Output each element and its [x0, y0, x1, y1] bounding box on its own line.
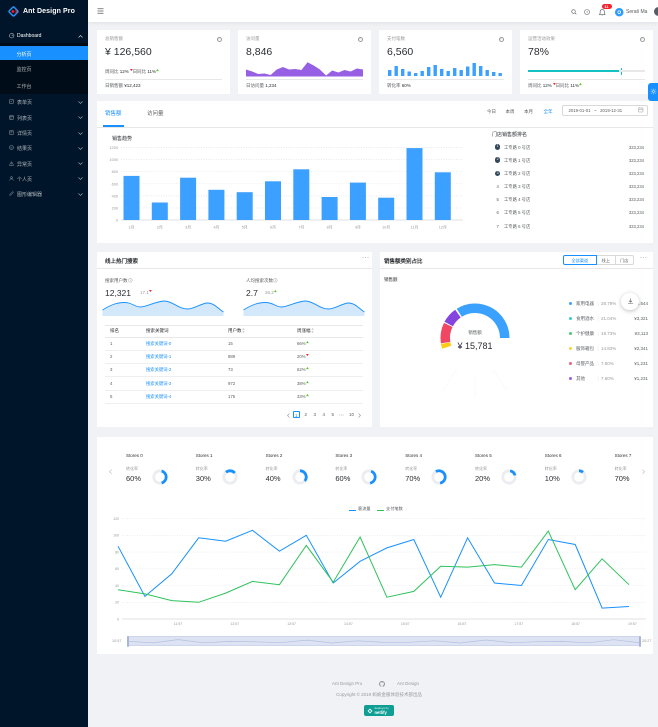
svg-text:4月: 4月	[213, 225, 219, 230]
svg-text:7月: 7月	[298, 225, 304, 230]
svg-text:12月: 12月	[439, 225, 447, 230]
svg-text:1000: 1000	[110, 158, 118, 162]
svg-text:5月: 5月	[242, 225, 248, 230]
svg-text:11月: 11月	[411, 225, 419, 230]
svg-text:1200: 1200	[110, 146, 118, 150]
svg-text:8月: 8月	[327, 225, 333, 230]
svg-text:0: 0	[116, 219, 118, 223]
svg-text:14:57: 14:57	[344, 622, 353, 626]
svg-text:12:57: 12:57	[230, 622, 239, 626]
svg-text:3月: 3月	[185, 225, 191, 230]
svg-text:13:57: 13:57	[287, 622, 296, 626]
svg-text:16:57: 16:57	[458, 622, 467, 626]
svg-text:400: 400	[112, 194, 118, 198]
svg-text:100: 100	[113, 534, 119, 538]
svg-text:6月: 6月	[270, 225, 276, 230]
svg-text:600: 600	[112, 182, 118, 186]
svg-text:17:57: 17:57	[514, 622, 523, 626]
svg-text:120: 120	[113, 517, 119, 521]
svg-text:800: 800	[112, 170, 118, 174]
svg-text:10月: 10月	[382, 225, 390, 230]
svg-text:15:57: 15:57	[401, 622, 410, 626]
svg-text:80: 80	[115, 550, 119, 554]
svg-text:20: 20	[115, 601, 119, 605]
svg-text:0: 0	[117, 617, 119, 621]
svg-text:2月: 2月	[157, 225, 163, 230]
svg-text:40: 40	[115, 584, 119, 588]
svg-text:19:57: 19:57	[628, 622, 637, 626]
svg-text:9月: 9月	[355, 225, 361, 230]
svg-text:60: 60	[115, 567, 119, 571]
svg-text:1月: 1月	[129, 225, 135, 230]
svg-text:11:57: 11:57	[174, 622, 183, 626]
svg-text:?: ?	[586, 10, 588, 14]
svg-text:200: 200	[112, 207, 118, 211]
svg-text:18:57: 18:57	[571, 622, 580, 626]
